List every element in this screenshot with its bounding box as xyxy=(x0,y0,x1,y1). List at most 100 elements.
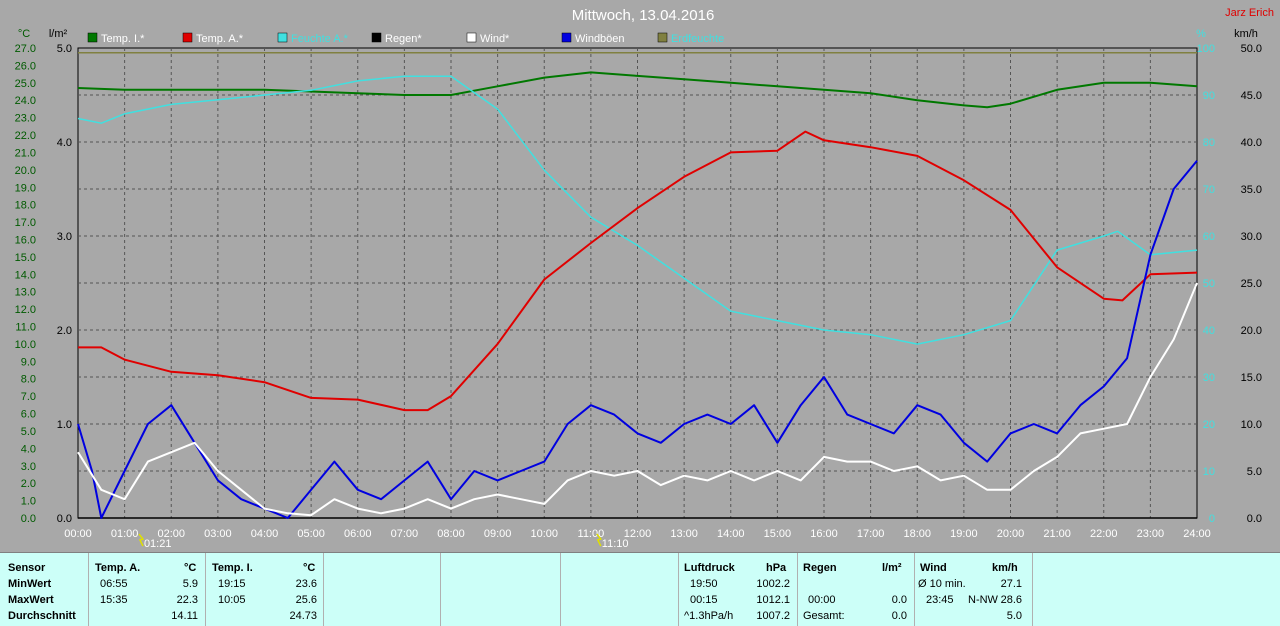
temp-a-min-value: 5.9 xyxy=(182,578,198,590)
legend-label: Temp. A.* xyxy=(196,33,244,45)
temp-axis-tick: 16.0 xyxy=(15,234,36,246)
series-line-windb-en xyxy=(77,160,1198,519)
rain-axis-tick: 3.0 xyxy=(57,231,72,243)
temp-axis-tick: 21.0 xyxy=(15,147,36,159)
regen-header: Regen xyxy=(803,562,837,574)
humidity-axis-tick: 50 xyxy=(1203,278,1215,290)
time-axis-tick: 20:00 xyxy=(997,528,1025,540)
temp-axis-tick: 11.0 xyxy=(15,322,36,334)
humidity-axis-label: % xyxy=(1196,28,1206,40)
temp-axis-tick: 1.0 xyxy=(21,496,36,508)
temp-axis-tick: 13.0 xyxy=(15,287,36,299)
time-axis-tick: 01:00 xyxy=(111,528,139,540)
luftdruck-min-time: 19:50 xyxy=(690,578,718,590)
temp-axis-tick: 26.0 xyxy=(15,60,36,72)
regen-max-time: 00:00 xyxy=(808,594,836,606)
series-line-feuchte-a- xyxy=(77,75,1198,345)
lightning-icon xyxy=(138,533,145,547)
temp-a-max-value: 22.3 xyxy=(176,594,198,606)
wind-axis: 0.0 5.0 10.0 15.0 20.0 25.0 30.0 35.0 40.0 45.0 50… xyxy=(1241,43,1262,525)
wind-max-direction: N-NW xyxy=(968,594,998,606)
time-axis-tick: 06:00 xyxy=(344,528,372,540)
row-label-max: MaxWert xyxy=(8,594,54,606)
time-axis-tick: 03:00 xyxy=(204,528,232,540)
legend-swatch xyxy=(182,32,193,43)
temp-a-avg-value: 14.11 xyxy=(171,610,198,622)
time-axis-tick: 21:00 xyxy=(1043,528,1071,540)
regen-total-label: Gesamt: xyxy=(803,610,845,622)
time-axis-tick: 05:00 xyxy=(297,528,325,540)
summary-panel: Sensor MinWert MaxWert Durchschnitt Temp… xyxy=(0,552,1280,626)
legend-swatch xyxy=(561,32,572,43)
time-axis-tick: 23:00 xyxy=(1137,528,1165,540)
temp-axis-tick: 18.0 xyxy=(15,200,36,212)
wind-max-time: 23:45 xyxy=(926,594,954,606)
lightning-icon xyxy=(596,533,603,547)
temp-axis-label: °C xyxy=(18,28,30,40)
temp-i-header: Temp. I. xyxy=(212,562,253,574)
temp-axis-tick: 4.0 xyxy=(21,443,36,455)
rain-axis: 0.0 1.0 2.0 3.0 4.0 5.0 xyxy=(57,43,72,525)
time-axis-tick: 07:00 xyxy=(391,528,419,540)
series-lines xyxy=(77,51,1198,519)
temp-axis-tick: 20.0 xyxy=(15,165,36,177)
time-axis-tick: 00:00 xyxy=(64,528,92,540)
wind-axis-tick: 30.0 xyxy=(1241,231,1262,243)
time-axis-tick: 04:00 xyxy=(251,528,279,540)
time-axis-tick: 12:00 xyxy=(624,528,652,540)
time-axis-tick: 14:00 xyxy=(717,528,745,540)
legend-label: Windböen xyxy=(575,33,625,45)
regen-total-value: 0.0 xyxy=(891,610,907,622)
wind-axis-tick: 40.0 xyxy=(1241,137,1262,149)
temp-axis-tick: 22.0 xyxy=(15,130,36,142)
temp-i-avg-value: 24.73 xyxy=(289,610,317,622)
temp-axis-tick: 7.0 xyxy=(21,391,36,403)
temp-axis-tick: 2.0 xyxy=(21,478,36,490)
event-marker-label: 01:21 xyxy=(144,538,172,550)
temp-a-header: Temp. A. xyxy=(95,562,141,574)
wind-axis-tick: 0.0 xyxy=(1247,513,1262,525)
temp-axis-tick: 19.0 xyxy=(15,182,36,194)
temp-axis-tick: 24.0 xyxy=(15,95,36,107)
series-line-temp-i- xyxy=(77,71,1198,109)
humidity-axis-tick: 10 xyxy=(1203,466,1215,478)
luftdruck-avg-value: 1007.2 xyxy=(756,610,790,622)
series-line-temp-a- xyxy=(78,130,1198,412)
time-axis-tick: 10:00 xyxy=(530,528,558,540)
author-label: Jarz Erich xyxy=(1225,7,1274,19)
sensor-header: Sensor xyxy=(8,562,46,574)
wind-avg-value: 5.0 xyxy=(1006,610,1022,622)
temp-axis-tick: 15.0 xyxy=(15,252,36,264)
wind-axis-tick: 25.0 xyxy=(1241,278,1262,290)
wind-header: Wind xyxy=(920,562,947,574)
grid xyxy=(78,48,1197,518)
humidity-axis: 0 10 20 30 40 50 60 70 80 90 100 xyxy=(1197,43,1215,525)
time-axis-tick: 08:00 xyxy=(437,528,465,540)
regen-max-value: 0.0 xyxy=(891,594,907,606)
temp-i-unit: °C xyxy=(303,562,316,574)
temp-axis-tick: 10.0 xyxy=(15,339,36,351)
temp-i-min-value: 23.6 xyxy=(295,578,317,590)
time-axis-tick: 09:00 xyxy=(484,528,512,540)
legend-label: Erdfeuchte xyxy=(671,33,724,45)
legend-label: Wind* xyxy=(480,33,510,45)
wind-axis-tick: 15.0 xyxy=(1241,372,1262,384)
rain-axis-label: l/m² xyxy=(49,28,68,40)
legend-swatch xyxy=(466,32,477,43)
time-axis-tick: 15:00 xyxy=(764,528,792,540)
legend-label: Regen* xyxy=(385,33,422,45)
temp-axis-tick: 23.0 xyxy=(15,113,36,125)
rain-axis-tick: 4.0 xyxy=(57,137,72,149)
chart-title: Mittwoch, 13.04.2016 xyxy=(572,7,715,24)
rain-axis-tick: 1.0 xyxy=(57,419,72,431)
wind-axis-tick: 35.0 xyxy=(1241,184,1262,196)
temp-axis-tick: 6.0 xyxy=(21,409,36,421)
temp-axis-tick: 27.0 xyxy=(15,43,36,55)
wind-avg10-value: 27.1 xyxy=(1000,578,1022,590)
luftdruck-min-value: 1002.2 xyxy=(756,578,790,590)
time-axis-tick: 22:00 xyxy=(1090,528,1118,540)
legend-swatch xyxy=(87,32,98,43)
legend-swatch xyxy=(371,32,382,43)
luftdruck-unit: hPa xyxy=(766,562,787,574)
rain-axis-tick: 2.0 xyxy=(57,325,72,337)
